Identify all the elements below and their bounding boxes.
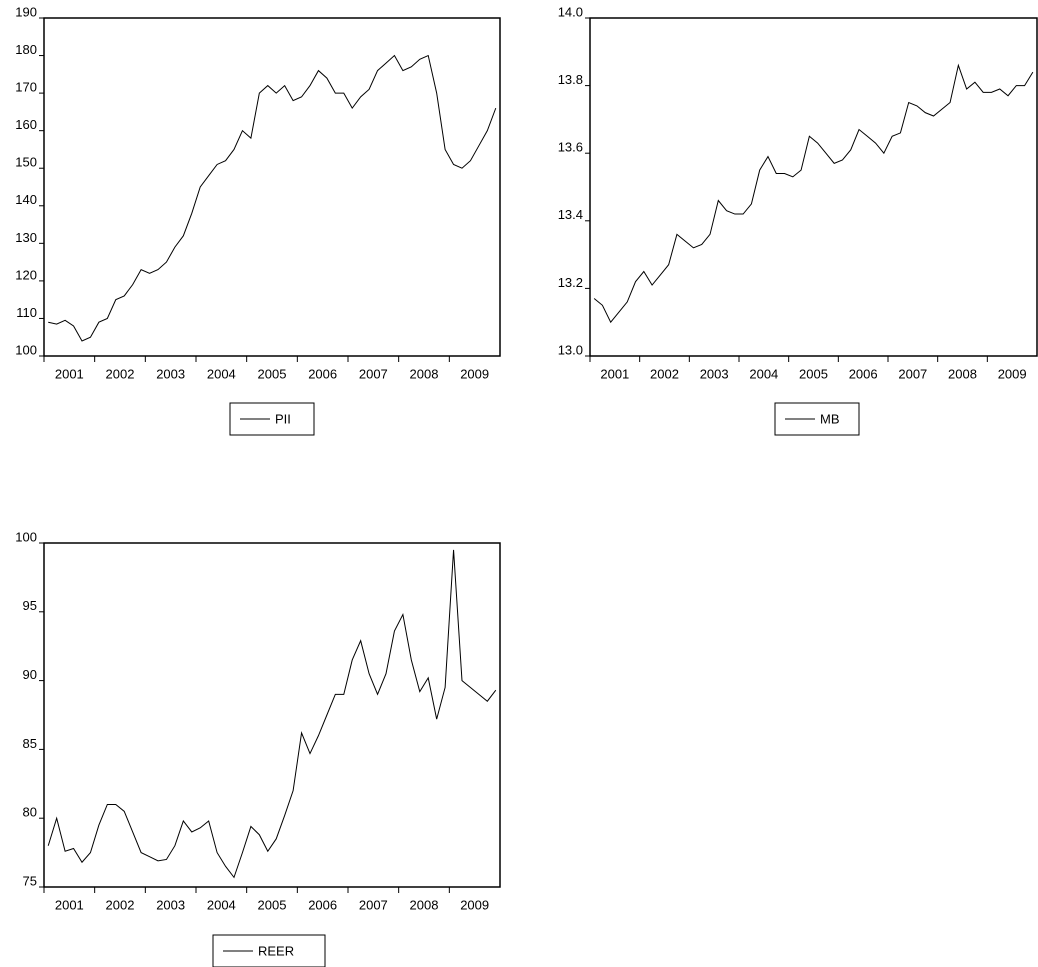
plot-frame: [43, 542, 501, 888]
y-tick-label: 13.6: [558, 140, 583, 155]
y-tick-label: 140: [15, 192, 37, 207]
x-tick-label: 2004: [207, 897, 236, 912]
y-tick-label: 170: [15, 80, 37, 95]
x-tick-label: 2007: [359, 366, 388, 381]
x-tick-label: 2002: [106, 366, 135, 381]
series-line: [48, 54, 497, 342]
series-line: [593, 63, 1034, 324]
y-tick-label: 180: [15, 42, 37, 57]
y-tick-label: 100: [15, 342, 37, 357]
x-tick-label: 2001: [55, 897, 84, 912]
x-tick-label: 2009: [998, 366, 1027, 381]
x-tick-label: 2005: [258, 366, 287, 381]
y-tick-label: 13.2: [558, 275, 583, 290]
y-tick-label: 90: [23, 667, 37, 682]
y-tick-label: 13.4: [558, 207, 583, 222]
x-tick-label: 2002: [650, 366, 679, 381]
x-tick-label: 2009: [460, 366, 489, 381]
x-tick-label: 2008: [948, 366, 977, 381]
y-tick-label: 80: [23, 805, 37, 820]
x-tick-label: 2004: [207, 366, 236, 381]
x-tick-label: 2001: [55, 366, 84, 381]
x-tick-label: 2006: [308, 366, 337, 381]
x-tick-label: 2004: [749, 366, 778, 381]
y-tick-label: 110: [16, 305, 37, 320]
y-tick-label: 130: [15, 230, 37, 245]
x-tick-label: 2003: [156, 366, 185, 381]
x-tick-label: 2003: [700, 366, 729, 381]
y-tick-label: 75: [23, 873, 37, 888]
x-tick-label: 2007: [898, 366, 927, 381]
x-tick-label: 2006: [849, 366, 878, 381]
y-tick-label: 120: [15, 267, 37, 282]
plot-frame: [43, 17, 501, 357]
legend-label: MB: [820, 411, 840, 426]
x-tick-label: 2009: [460, 897, 489, 912]
x-tick-label: 2007: [359, 897, 388, 912]
series-line: [47, 549, 497, 879]
legend-label: REER: [258, 943, 294, 958]
y-tick-label: 100: [15, 529, 37, 544]
y-tick-label: 150: [15, 155, 37, 170]
x-tick-label: 2008: [410, 897, 439, 912]
x-tick-label: 2005: [258, 897, 287, 912]
legend-label: PII: [275, 411, 291, 426]
y-tick-label: 13.0: [558, 342, 583, 357]
x-tick-label: 2008: [410, 366, 439, 381]
y-tick-label: 160: [15, 117, 37, 132]
plot-frame: [589, 17, 1038, 357]
x-tick-label: 2001: [600, 366, 629, 381]
y-tick-label: 95: [23, 598, 37, 613]
y-tick-label: 14.0: [558, 4, 583, 19]
x-tick-label: 2005: [799, 366, 828, 381]
y-tick-label: 85: [23, 736, 37, 751]
y-tick-label: 190: [15, 4, 37, 19]
x-tick-label: 2002: [106, 897, 135, 912]
x-tick-label: 2006: [308, 897, 337, 912]
y-tick-label: 13.8: [558, 72, 583, 87]
x-tick-label: 2003: [156, 897, 185, 912]
